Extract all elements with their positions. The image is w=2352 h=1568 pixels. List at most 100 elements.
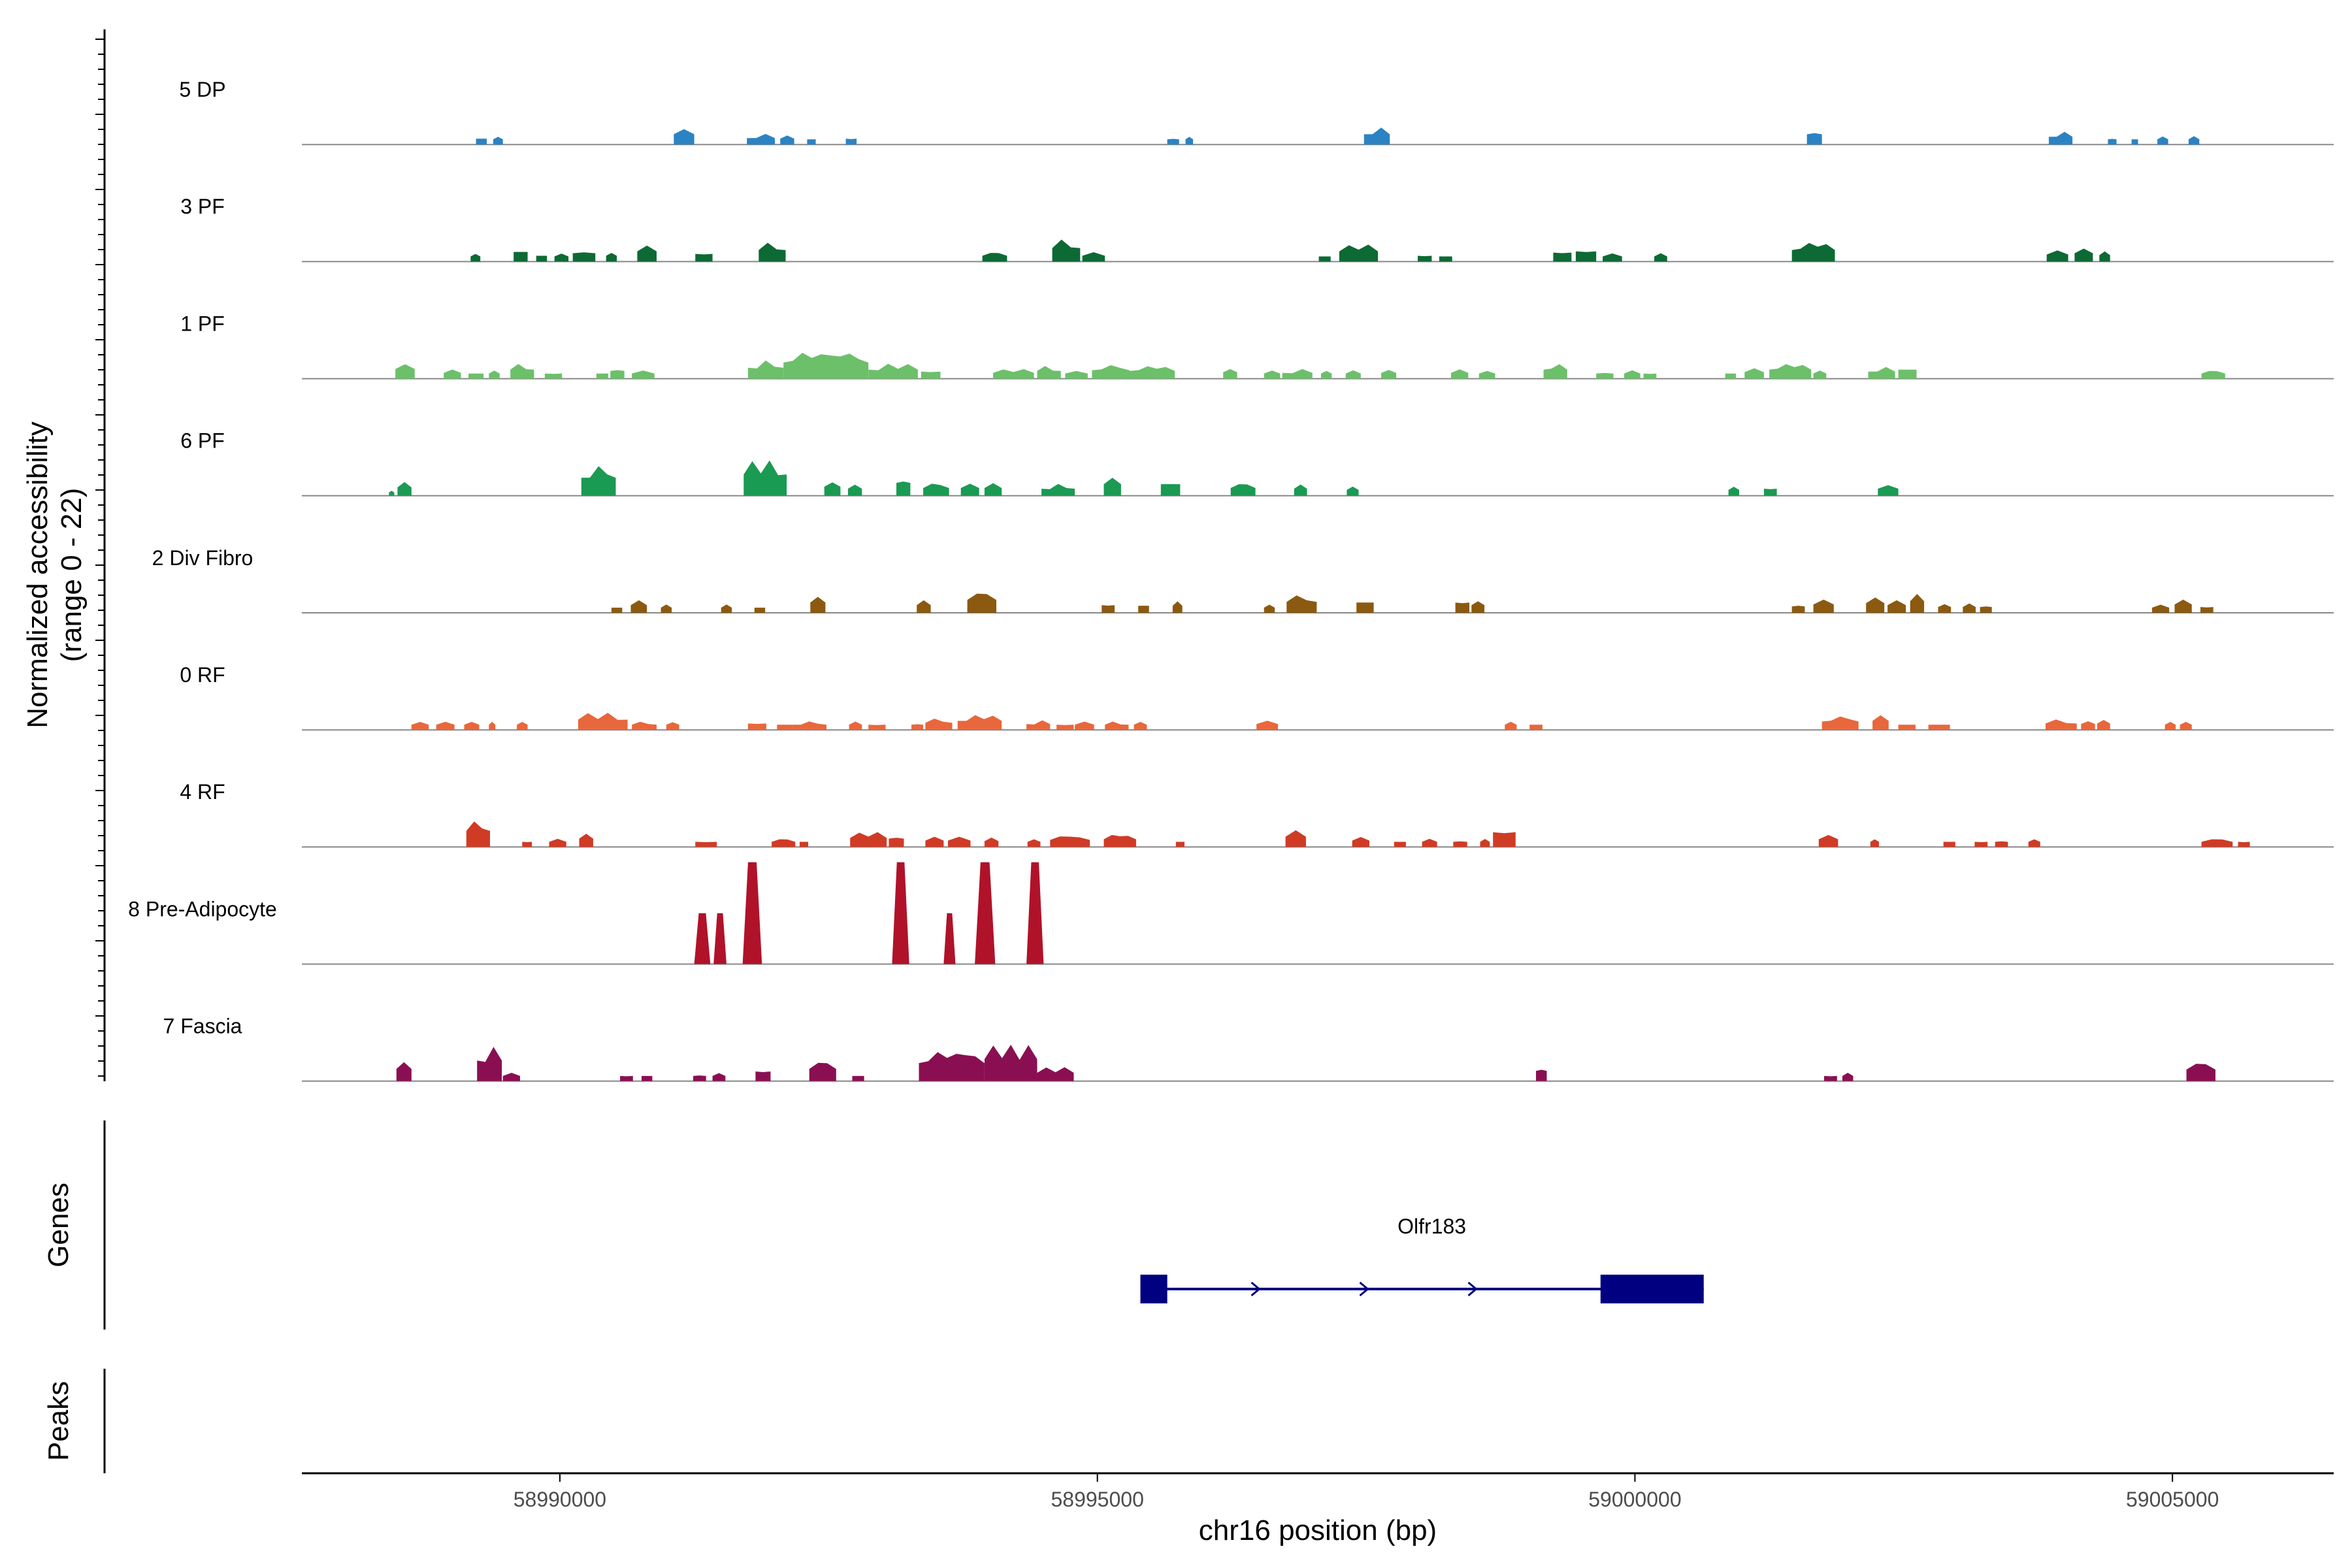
coverage-peak <box>1553 252 1572 262</box>
coverage-peak <box>611 608 623 613</box>
coverage-peak <box>470 253 481 262</box>
coverage-peak <box>477 1047 502 1081</box>
coverage-peak <box>713 913 727 964</box>
coverage-peak <box>632 721 657 730</box>
coverage-peak <box>2097 719 2110 730</box>
coverage-peak <box>2108 139 2117 145</box>
track-label: 4 RF <box>180 780 225 804</box>
track-label: 0 RF <box>180 663 225 687</box>
coverage-peak <box>554 253 569 262</box>
gene-exon <box>1600 1275 1704 1303</box>
coverage-peak <box>1868 367 1895 379</box>
coverage-peak <box>2046 250 2068 262</box>
coverage-peak <box>1103 835 1136 847</box>
coverage-peak <box>1065 370 1088 379</box>
track-label: 3 PF <box>180 195 225 218</box>
coverage-peak <box>1185 137 1194 145</box>
x-axis-tick-label: 58990000 <box>514 1488 606 1511</box>
coverage-peak <box>695 841 717 847</box>
coverage-peak <box>1543 364 1567 379</box>
coverage-peak <box>755 1071 771 1081</box>
coverage-peak <box>852 1075 864 1081</box>
coverage-peak <box>468 373 484 379</box>
coverage-peak <box>925 719 953 730</box>
coverage-y-axis-ticks <box>95 39 105 1077</box>
coverage-peak <box>396 1062 412 1081</box>
coverage-peak <box>1505 721 1517 730</box>
coverage-peak <box>1974 841 1988 847</box>
coverage-peak <box>1451 369 1469 379</box>
coverage-peak <box>2180 721 2192 730</box>
coverage-peak <box>1624 370 1641 379</box>
coverage-peak <box>1394 841 1406 847</box>
coverage-peak <box>1102 605 1115 613</box>
coverage-peak <box>632 370 655 379</box>
coverage-peak <box>1230 484 1256 496</box>
coverage-peak <box>984 838 999 847</box>
coverage-peak <box>1138 606 1149 613</box>
gene-strand-chevron <box>1250 1281 1261 1297</box>
coverage-peak <box>2238 841 2250 847</box>
x-axis-tick-label: 58995000 <box>1051 1488 1143 1511</box>
coverage-peak <box>1027 839 1041 847</box>
coverage-peak <box>1806 133 1822 145</box>
coverage-peak <box>2151 604 2170 613</box>
coverage-peak <box>514 252 528 262</box>
coverage-peak <box>772 839 796 847</box>
coverage-peak <box>1103 478 1121 496</box>
coverage-peak <box>759 242 786 262</box>
coverage-peak <box>1134 721 1147 730</box>
coverage-peak <box>666 722 679 730</box>
coverage-peak <box>925 836 944 847</box>
coverage-peak <box>1943 841 1955 847</box>
coverage-peak <box>1264 604 1275 613</box>
coverage-peak <box>799 841 809 847</box>
x-axis-ticks: 58990000 58995000 59000000 59005000 <box>514 1473 2219 1511</box>
track-label: 8 Pre-Adipocyte <box>128 897 277 921</box>
coverage-peak <box>1725 373 1737 379</box>
track-label: 2 Div Fibro <box>152 546 253 570</box>
coverage-peak <box>630 600 647 613</box>
coverage-peak <box>397 482 412 496</box>
coverage-peak <box>747 360 784 379</box>
coverage-peak <box>489 721 496 730</box>
coverage-peak <box>960 483 979 496</box>
coverage-peak <box>2200 607 2213 613</box>
coverage-peak <box>984 483 1002 496</box>
coverage-peak <box>975 862 996 964</box>
coverage-peak <box>984 1045 1037 1081</box>
coverage-peak <box>1294 484 1307 496</box>
coverage-peak <box>661 604 672 613</box>
x-axis-tick-label: 59000000 <box>1588 1488 1681 1511</box>
coverage-peak <box>993 369 1034 379</box>
coverage-peak <box>436 721 455 730</box>
coverage-peak <box>847 484 862 496</box>
coverage-peak <box>489 370 500 379</box>
coverage-track: 3 PF <box>180 195 2334 263</box>
coverage-peak <box>1878 485 1899 496</box>
coverage-peak <box>464 721 480 730</box>
coverage-peak <box>641 1075 653 1081</box>
coverage-peak <box>1654 253 1667 262</box>
coverage-peak <box>1052 239 1081 262</box>
coverage-peak <box>754 608 766 613</box>
coverage-peak <box>1092 365 1130 379</box>
coverage-peak <box>947 836 971 847</box>
peaks-panel-label: Peaks <box>42 1381 74 1461</box>
coverage-peak <box>1285 830 1306 847</box>
coverage-track: 4 RF <box>180 780 2334 848</box>
coverage-peak <box>712 1073 726 1081</box>
coverage-peak <box>522 841 532 847</box>
track-label: 7 Fascia <box>163 1015 242 1038</box>
coverage-peak <box>742 862 762 964</box>
coverage-peak <box>911 724 924 730</box>
coverage-peak <box>850 832 887 847</box>
coverage-peak <box>892 862 909 964</box>
coverage-peak <box>919 1052 985 1081</box>
coverage-peak <box>1529 725 1543 730</box>
track-label: 6 PF <box>180 429 225 453</box>
coverage-tracks: 5 DP 3 PF 1 PF 6 PF 2 Div Fibro 0 RF 4 RF 8 Pre… <box>128 78 2334 1082</box>
coverage-peak <box>2131 139 2138 145</box>
coverage-peak <box>1345 370 1361 379</box>
coverage-track: 7 Fascia <box>163 1015 2334 1082</box>
